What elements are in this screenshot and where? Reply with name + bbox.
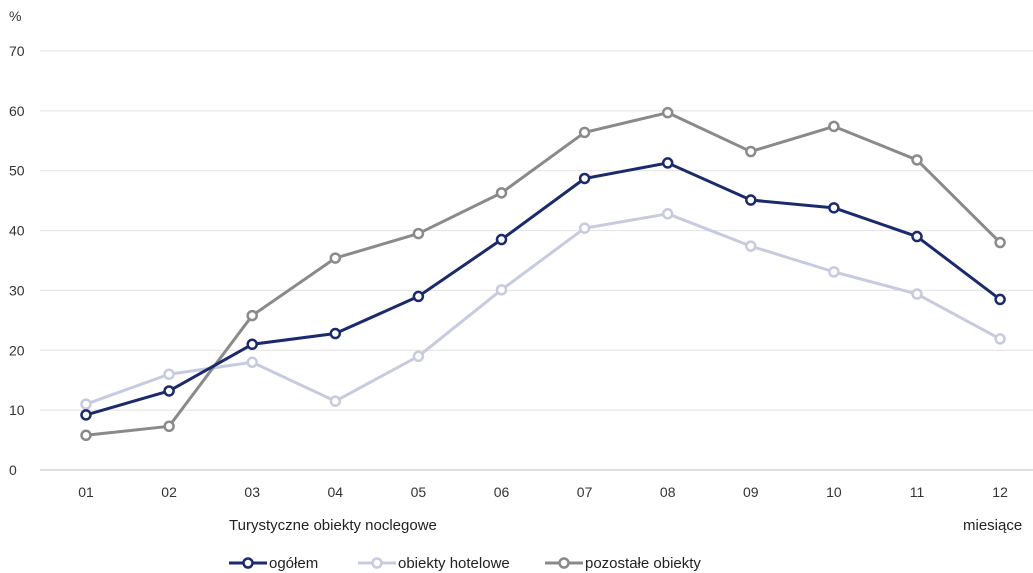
data-point <box>911 230 923 243</box>
data-point <box>745 194 757 206</box>
x-tick-label: 07 <box>577 484 593 500</box>
y-tick-label: 70 <box>9 43 25 59</box>
data-point <box>163 368 175 380</box>
data-point <box>911 154 923 166</box>
data-point <box>329 252 342 264</box>
x-tick-label: 08 <box>660 484 676 500</box>
legend-marker <box>242 557 254 569</box>
data-point <box>911 288 923 300</box>
data-point <box>412 350 425 363</box>
data-point <box>246 309 258 322</box>
legend-label: pozostałe obiekty <box>585 555 701 572</box>
y-tick-label: 50 <box>9 163 25 179</box>
x-tick-label: 01 <box>78 484 94 500</box>
y-tick-label: 20 <box>9 342 25 358</box>
data-point <box>495 233 508 246</box>
x-tick-label: 09 <box>743 484 759 500</box>
data-point <box>80 398 92 410</box>
data-point <box>578 172 591 185</box>
x-caption: Turystyczne obiekty noclegowe <box>229 517 437 534</box>
data-point <box>163 420 175 433</box>
series-line <box>85 212 1001 406</box>
data-point <box>329 327 342 340</box>
data-point <box>745 240 757 252</box>
data-point <box>578 126 591 139</box>
x-axis-ticks: 01 02 03 04 05 06 07 08 09 10 11 12 <box>78 484 1008 500</box>
data-point <box>828 202 840 214</box>
series-lines <box>80 106 1006 442</box>
x-unit-label: miesiące <box>963 517 1022 534</box>
x-tick-label: 05 <box>411 484 427 500</box>
x-tick-label: 12 <box>992 484 1008 500</box>
series-0 <box>80 157 1006 421</box>
legend-marker <box>371 557 383 569</box>
x-tick-label: 11 <box>910 484 925 500</box>
data-point <box>994 293 1006 306</box>
y-tick-label: 0 <box>9 462 17 478</box>
data-point <box>828 120 840 133</box>
data-point <box>80 429 92 442</box>
y-tick-label: 60 <box>9 103 25 119</box>
legend: ogółem obiekty hotelowe pozostałe obiekty <box>229 555 701 572</box>
x-tick-label: 02 <box>161 484 177 500</box>
data-point <box>578 222 591 234</box>
legend-item: obiekty hotelowe <box>358 555 510 572</box>
x-tick-label: 03 <box>244 484 260 500</box>
series-2 <box>80 106 1006 442</box>
x-tick-label: 06 <box>494 484 510 500</box>
data-point <box>163 385 175 397</box>
y-axis-ticks: 0 10 20 30 40 50 60 70 <box>9 43 25 478</box>
gridlines <box>40 50 1033 471</box>
y-tick-label: 10 <box>9 402 25 418</box>
legend-item: ogółem <box>229 555 318 572</box>
legend-marker <box>558 557 570 569</box>
data-point <box>495 187 508 199</box>
data-point <box>412 290 425 303</box>
y-tick-label: 30 <box>9 282 25 298</box>
x-tick-label: 04 <box>328 484 344 500</box>
data-point <box>994 236 1006 249</box>
data-point <box>412 227 425 240</box>
data-point <box>329 395 342 407</box>
data-point <box>661 208 674 220</box>
data-point <box>661 106 674 119</box>
data-point <box>661 157 674 169</box>
legend-label: ogółem <box>269 555 318 572</box>
legend-item: pozostałe obiekty <box>545 555 701 572</box>
data-point <box>745 145 757 158</box>
data-point <box>828 266 840 278</box>
data-point <box>246 338 258 351</box>
series-line <box>85 161 1002 417</box>
series-line <box>85 111 1002 437</box>
y-unit-label: % <box>9 8 21 24</box>
legend-label: obiekty hotelowe <box>398 555 510 572</box>
data-point <box>246 356 258 369</box>
series-1 <box>80 208 1006 410</box>
y-tick-label: 40 <box>9 223 25 239</box>
data-point <box>495 284 508 296</box>
data-point <box>994 333 1006 345</box>
x-tick-label: 10 <box>826 484 842 500</box>
data-point <box>80 409 92 421</box>
